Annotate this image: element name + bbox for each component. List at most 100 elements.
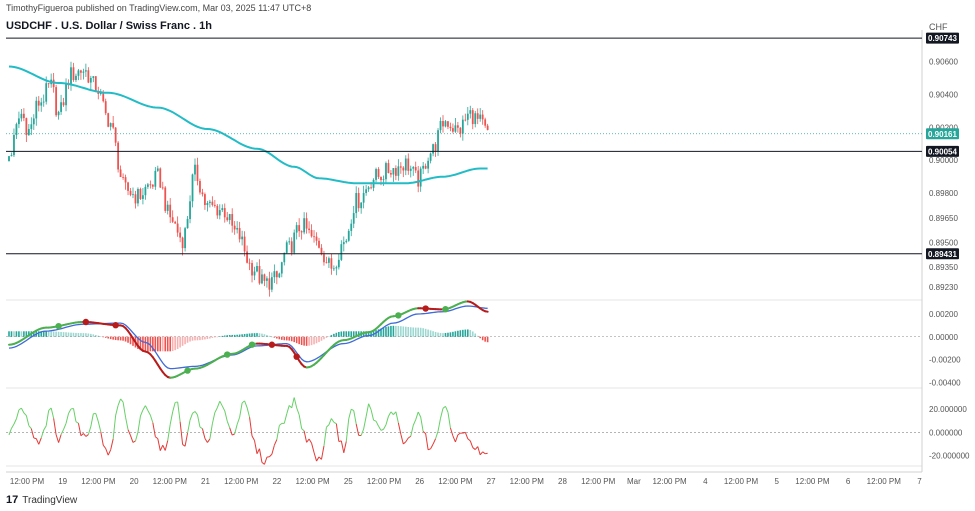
macd-histogram-bar [305, 336, 308, 346]
candle-body [340, 244, 343, 260]
candle-body [159, 168, 162, 188]
oscillator-line-segment [15, 409, 20, 419]
macd-histogram-bar [75, 332, 77, 337]
macd-histogram-bar [434, 331, 437, 337]
macd-histogram-bar [462, 329, 464, 337]
candle-body [45, 83, 48, 102]
candle-body [112, 123, 115, 128]
oscillator-line-segment [75, 421, 79, 424]
candle-body [241, 236, 244, 240]
oscillator-line-segment [229, 427, 233, 436]
macd-histogram-bar [350, 331, 353, 337]
macd-histogram-bar [402, 326, 405, 337]
macd-histogram-bar [449, 332, 452, 337]
candle-body [77, 70, 80, 76]
oscillator-line-segment [107, 449, 112, 456]
macd-histogram-bar [419, 327, 422, 337]
macd-histogram-bar [211, 336, 214, 338]
macd-histogram-bar [164, 336, 167, 352]
oscillator-line-segment [474, 446, 479, 450]
candle-body [62, 102, 65, 106]
macd-histogram-bar [132, 336, 134, 346]
oscillator-line-segment [472, 447, 476, 450]
time-tick-label: 22 [272, 477, 281, 486]
candle-body [258, 266, 261, 284]
macd-histogram-bar [377, 329, 380, 337]
candle-body [146, 184, 149, 187]
oscillator-line-segment [340, 440, 345, 453]
candle-body [387, 163, 390, 174]
macd-histogram-bar [171, 336, 174, 352]
macd-histogram-bar [333, 333, 335, 337]
axis-tick-label: 0.90000 [929, 156, 958, 165]
macd-histogram-bar [60, 331, 62, 337]
macd-histogram-bar [315, 336, 318, 344]
candle-body [461, 119, 464, 134]
oscillator-line-segment [90, 413, 94, 427]
candle-body [149, 184, 152, 186]
candle-body [390, 173, 392, 175]
macd-cross-dot [82, 318, 90, 326]
macd-histogram-bar [92, 334, 95, 337]
macd-histogram-bar [186, 336, 189, 343]
macd-histogram-bar [18, 331, 20, 337]
macd-histogram-bar [340, 331, 343, 337]
oscillator-line-segment [464, 432, 469, 439]
candle-body [422, 165, 425, 169]
time-tick-label: 12:00 PM [367, 477, 402, 486]
macd-histogram-bar [28, 331, 30, 337]
candle-body [414, 167, 417, 171]
candle-body [174, 221, 177, 224]
oscillator-line-segment [263, 456, 268, 465]
candle-body [156, 168, 159, 171]
oscillator-line-segment [172, 402, 176, 412]
candle-body [479, 114, 482, 119]
macd-histogram-bar [50, 331, 52, 337]
macd-histogram-bar [174, 336, 176, 351]
level-price-label: 0.89431 [928, 250, 957, 259]
macd-histogram-bar [129, 336, 132, 345]
tradingview-logo[interactable]: 17 TradingView [6, 494, 77, 506]
candle-body [231, 214, 234, 226]
candle-body [107, 113, 110, 127]
macd-histogram-bar [474, 333, 477, 337]
macd-histogram-bar [233, 334, 236, 337]
candle-body [476, 113, 479, 119]
candle-body [268, 278, 271, 290]
macd-panel [6, 300, 922, 379]
macd-histogram-bar [194, 336, 196, 341]
oscillator-line-segment [8, 428, 12, 436]
candle-body [375, 169, 377, 180]
macd-histogram-bar [412, 327, 415, 337]
macd-histogram-bar [139, 336, 142, 351]
oscillator-line-segment [13, 418, 17, 425]
candle-body [452, 128, 454, 132]
macd-histogram-bar [476, 335, 479, 337]
time-tick-label: 12:00 PM [652, 477, 687, 486]
candle-body [377, 169, 380, 177]
oscillator-line-segment [63, 423, 67, 430]
macd-histogram-bar [102, 336, 105, 338]
oscillator-line-segment [380, 428, 384, 431]
oscillator-line-segment [326, 424, 330, 428]
oscillator-line-segment [58, 434, 62, 443]
macd-histogram-bar [387, 326, 390, 337]
oscillator-line-segment [53, 418, 57, 435]
macd-histogram-bar [481, 336, 484, 341]
oscillator-line-segment [298, 414, 303, 429]
level-price-label: 0.90054 [928, 147, 957, 156]
oscillator-line-segment [335, 423, 340, 442]
oscillator-line-segment [254, 440, 258, 454]
candle-body [70, 67, 72, 86]
candle-body [176, 223, 179, 233]
candle-body [72, 67, 75, 81]
macd-histogram-bar [169, 336, 171, 352]
candle-body [434, 144, 437, 152]
candle-body [459, 127, 462, 134]
price-axis: 0.90600 0.90400 0.90200 0.90000 0.89800 0.896… [926, 32, 970, 461]
oscillator-line-segment [85, 434, 89, 437]
macd-histogram-bar [166, 336, 169, 352]
oscillator-line-segment [144, 405, 149, 411]
time-tick-label: 12:00 PM [510, 477, 545, 486]
